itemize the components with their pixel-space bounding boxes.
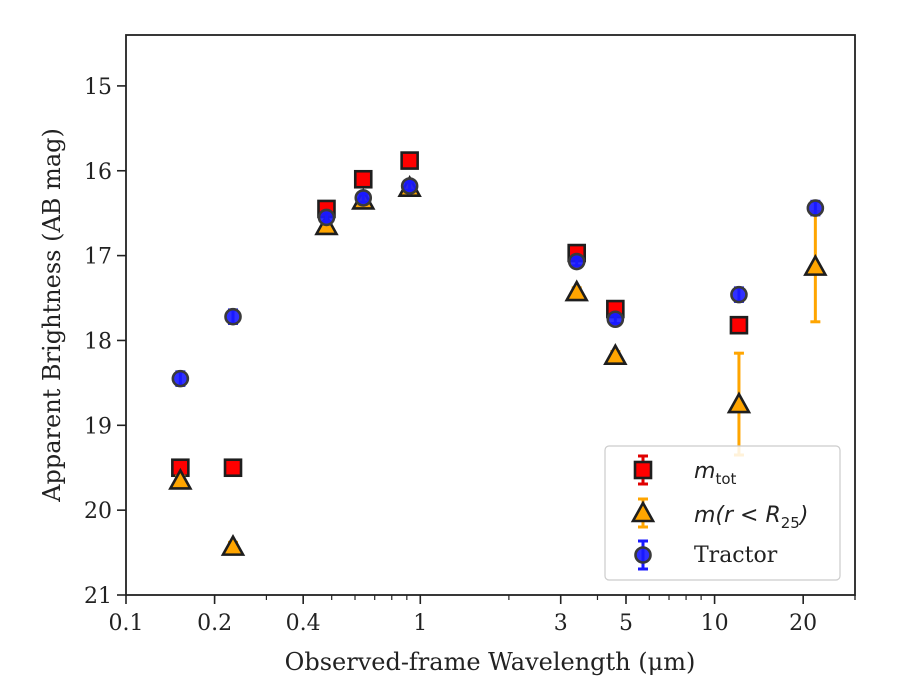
tractor-point xyxy=(730,285,748,304)
legend-frame xyxy=(604,445,841,581)
legend: mtot m(r < R25) Tractor xyxy=(604,445,841,581)
x-axis-ticks: 0.1 0.2 0.4 1 3 5 10 20 xyxy=(109,595,856,636)
mr25-point xyxy=(564,279,589,302)
x-tick-label: 0.2 xyxy=(197,611,232,636)
tractor-point xyxy=(354,189,373,207)
legend-mtot-marker xyxy=(633,460,653,480)
tractor-point xyxy=(567,252,586,271)
mr25-point xyxy=(603,343,628,366)
series-tractor xyxy=(171,177,825,388)
y-tick-label: 21 xyxy=(84,584,112,609)
mtot-point xyxy=(729,315,749,335)
mtot-point xyxy=(400,151,419,170)
legend-tractor-marker xyxy=(634,546,652,564)
mtot-point xyxy=(223,458,243,478)
x-tick-label: 20 xyxy=(789,611,817,636)
x-tick-label: 0.1 xyxy=(109,611,144,636)
y-axis-ticks: 15 16 17 18 19 20 21 xyxy=(84,75,126,609)
y-tick-label: 15 xyxy=(84,75,112,100)
tractor-point xyxy=(606,310,625,329)
tractor-point xyxy=(224,307,242,326)
mr25-point xyxy=(726,391,752,414)
series-mtot xyxy=(171,151,749,478)
mr25-point xyxy=(803,253,828,276)
x-tick-label: 1 xyxy=(413,611,427,636)
y-tick-label: 18 xyxy=(84,329,112,354)
plot-area xyxy=(168,151,828,556)
y-tick-label: 17 xyxy=(84,245,112,270)
y-tick-label: 16 xyxy=(84,160,112,185)
tractor-point xyxy=(806,199,825,217)
tractor-point xyxy=(317,208,336,227)
legend-label-mtot: mtot xyxy=(694,459,736,488)
legend-label-tractor: Tractor xyxy=(694,543,778,568)
mtot-point xyxy=(353,169,373,189)
y-tick-label: 20 xyxy=(84,499,112,524)
x-tick-label: 3 xyxy=(554,611,568,636)
legend-mr25-marker xyxy=(630,500,656,523)
mr25-point xyxy=(220,533,246,556)
x-tick-label: 10 xyxy=(701,611,729,636)
series-mr25 xyxy=(168,175,828,556)
axes-frame xyxy=(125,34,856,596)
x-tick-label: 5 xyxy=(619,611,633,636)
legend-label-mr25: m(r < R25) xyxy=(694,503,808,532)
x-tick-label: 0.4 xyxy=(286,611,321,636)
tractor-point xyxy=(400,177,419,195)
y-tick-label: 19 xyxy=(84,414,112,439)
x-axis-title: Observed-frame Wavelength (μm) xyxy=(285,648,696,676)
tractor-point xyxy=(171,369,190,388)
mr25-point xyxy=(168,467,193,490)
y-axis-title: Apparent Brightness (AB mag) xyxy=(38,128,66,503)
